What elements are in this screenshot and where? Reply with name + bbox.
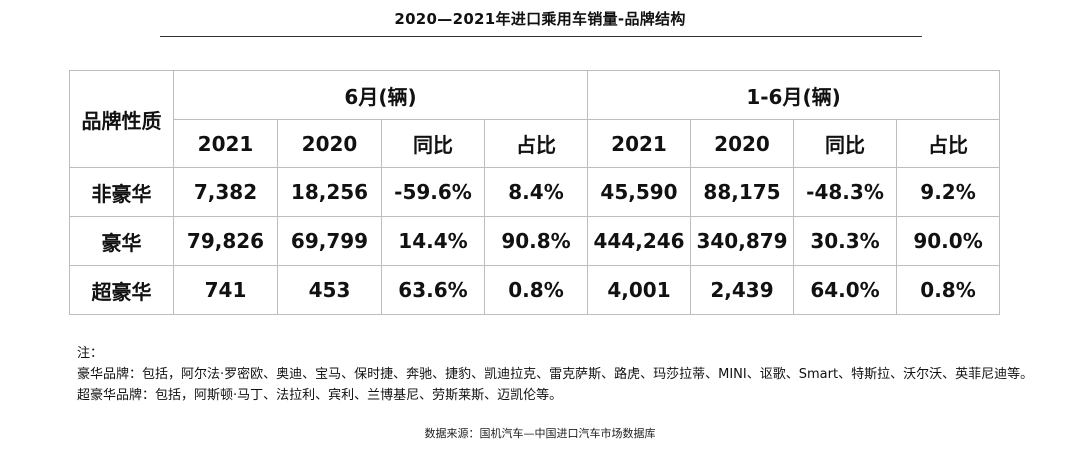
- column-header: 占比: [896, 119, 1001, 168]
- table-cell: 2,439: [690, 265, 795, 315]
- chart-title: 2020—2021年进口乘用车销量-品牌结构: [394, 10, 686, 28]
- table-cell: 453: [277, 265, 382, 315]
- notes-heading: 注：: [77, 346, 104, 361]
- column-header: 同比: [381, 119, 485, 168]
- row-label: 豪华: [69, 216, 174, 266]
- table-cell: 69,799: [277, 216, 382, 266]
- table-cell: 79,826: [173, 216, 278, 266]
- table-cell: 340,879: [690, 216, 795, 266]
- table-cell: 7,382: [173, 167, 278, 217]
- column-header: 2020: [277, 119, 382, 168]
- luxury-brands-note: 豪华品牌：包括，阿尔法·罗密欧、奥迪、宝马、保时捷、奔驰、捷豹、凯迪拉克、雷克萨…: [77, 367, 1034, 382]
- table-cell: 4,001: [587, 265, 692, 315]
- notes-section: 注： 豪华品牌：包括，阿尔法·罗密欧、奥迪、宝马、保时捷、奔驰、捷豹、凯迪拉克、…: [77, 343, 1033, 406]
- column-header: 2021: [173, 119, 278, 168]
- row-header-label: 品牌性质: [69, 70, 174, 168]
- table-cell: 8.4%: [483, 167, 589, 217]
- table-cell: 63.6%: [381, 265, 485, 315]
- super-luxury-brands-note: 超豪华品牌：包括，阿斯顿·马丁、法拉利、宾利、兰博基尼、劳斯莱斯、迈凯伦等。: [77, 388, 563, 403]
- table-cell: 0.8%: [896, 265, 1001, 315]
- column-header: 2020: [690, 119, 795, 168]
- table-cell: 30.3%: [793, 216, 898, 266]
- table-cell: 14.4%: [381, 216, 485, 266]
- column-header: 2021: [587, 119, 692, 168]
- row-label: 超豪华: [69, 265, 174, 315]
- table-cell: 88,175: [690, 167, 795, 217]
- table-cell: -48.3%: [793, 167, 898, 217]
- table-row: 超豪华 741 453 63.6% 0.8% 4,001 2,439 64.0%…: [69, 265, 1001, 315]
- group-header-june: 6月(辆): [172, 70, 589, 120]
- table-cell: 444,246: [587, 216, 692, 266]
- data-source: 数据来源：国机汽车—中国进口汽车市场数据库: [424, 427, 656, 440]
- table-cell: 18,256: [277, 167, 382, 217]
- column-header: 同比: [793, 119, 898, 168]
- column-header: 占比: [483, 119, 589, 168]
- table-cell: 90.8%: [483, 216, 589, 266]
- row-label: 非豪华: [69, 167, 174, 217]
- table-cell: 741: [173, 265, 278, 315]
- title-divider: [160, 36, 922, 37]
- table-cell: -59.6%: [381, 167, 485, 217]
- table-cell: 45,590: [587, 167, 692, 217]
- table-cell: 90.0%: [896, 216, 1001, 266]
- table-cell: 9.2%: [896, 167, 1001, 217]
- table-row: 非豪华 7,382 18,256 -59.6% 8.4% 45,590 88,1…: [69, 167, 1001, 217]
- table-cell: 64.0%: [793, 265, 898, 315]
- table-row: 豪华 79,826 69,799 14.4% 90.8% 444,246 340…: [69, 216, 1001, 266]
- table-cell: 0.8%: [483, 265, 589, 315]
- sales-table: 品牌性质 6月(辆) 1-6月(辆) 2021 2020 同比 占比 2021 …: [69, 70, 1001, 315]
- group-header-jan-june: 1-6月(辆): [587, 70, 1001, 120]
